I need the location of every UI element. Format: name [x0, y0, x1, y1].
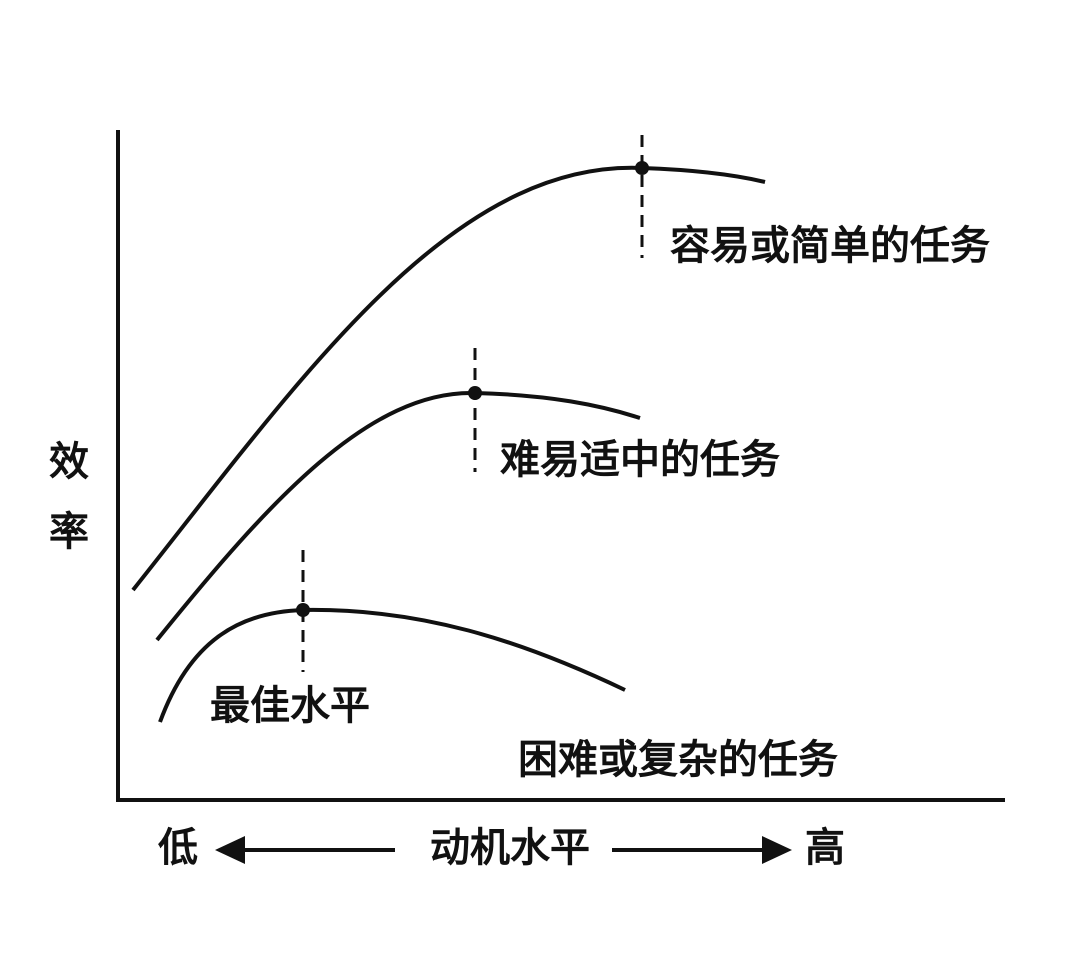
optimum-point [468, 386, 482, 400]
arrow-head [215, 836, 245, 864]
x-axis-label: 动机水平 [430, 825, 590, 871]
curve-label: 容易或简单的任务 [670, 223, 990, 269]
easy-task-curve [131, 165, 766, 592]
optimum-label: 最佳水平 [210, 683, 370, 729]
optimum-point [296, 603, 310, 617]
curve-label: 难易适中的任务 [500, 437, 780, 483]
curve-label: 困难或复杂的任务 [518, 737, 838, 783]
x-high-label: 高 [805, 825, 845, 871]
y-axis-label: 效率 [42, 440, 88, 580]
moderate-task-curve [155, 390, 641, 642]
optimum-point [635, 161, 649, 175]
x-low-label: 低 [158, 825, 198, 871]
hard-task-curve [158, 607, 626, 723]
arrow-head [762, 836, 792, 864]
